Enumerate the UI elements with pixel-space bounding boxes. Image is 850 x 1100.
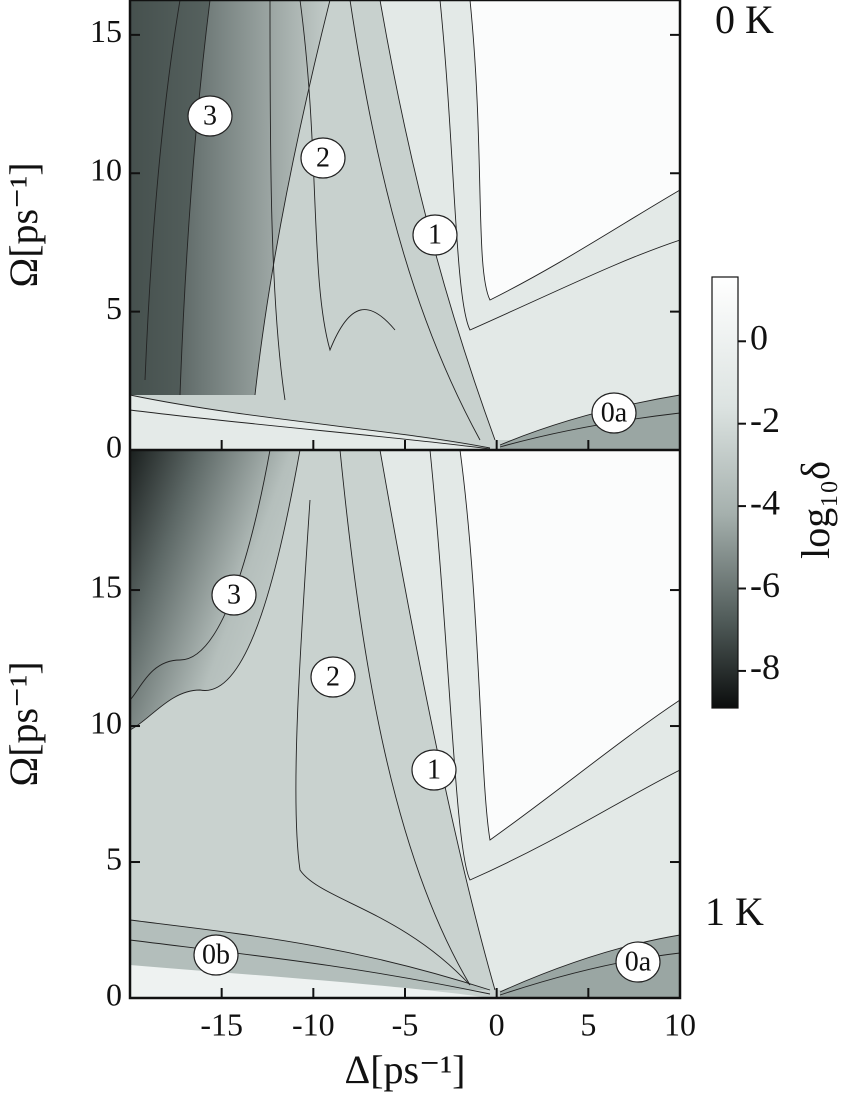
annotation: 1 bbox=[427, 754, 441, 785]
y-tick-label: 10 bbox=[90, 152, 122, 188]
colorbar-tick-label: 0 bbox=[750, 318, 768, 358]
y-tick-label: 0 bbox=[106, 428, 122, 464]
annotation: 1 bbox=[428, 219, 442, 250]
annotation: 0b bbox=[202, 939, 230, 970]
annotation: 3 bbox=[227, 579, 241, 610]
annotation: 2 bbox=[326, 661, 340, 692]
colorbar bbox=[711, 276, 739, 709]
y-tick-label: 15 bbox=[90, 13, 122, 49]
colorbar-label: log₁₀δ bbox=[793, 461, 838, 559]
y-axis-label: Ω[ps⁻¹] bbox=[1, 162, 46, 287]
annotations-bottom: 3 2 1 0b 0a bbox=[193, 574, 661, 983]
colorbar-tick-label: -8 bbox=[750, 647, 780, 687]
colorbar-tick-label: -2 bbox=[750, 400, 780, 440]
panel-label: 0 K bbox=[715, 0, 774, 42]
colorbar-tick-label: -4 bbox=[750, 482, 780, 522]
annotations-top: 3 2 1 0a bbox=[187, 95, 637, 434]
x-tick-label: 10 bbox=[664, 1006, 696, 1042]
y-axis-label: Ω[ps⁻¹] bbox=[1, 661, 46, 786]
annotation: 0a bbox=[601, 397, 628, 428]
contour-bottom bbox=[130, 450, 680, 998]
annotation: 3 bbox=[203, 100, 217, 131]
x-tick-label: -5 bbox=[392, 1006, 419, 1042]
annotation: 2 bbox=[316, 142, 330, 173]
contour-top bbox=[130, 0, 680, 450]
x-tick-label: -15 bbox=[200, 1006, 243, 1042]
annotation: 0a bbox=[625, 946, 652, 977]
y-tick-label: 0 bbox=[106, 976, 122, 1012]
x-tick-label: 5 bbox=[580, 1006, 596, 1042]
x-tick-label: -10 bbox=[292, 1006, 335, 1042]
y-tick-label: 5 bbox=[106, 840, 122, 876]
panel-label: 1 K bbox=[705, 889, 764, 934]
y-tick-label: 5 bbox=[106, 290, 122, 326]
y-tick-label: 15 bbox=[90, 568, 122, 604]
x-tick-label: 0 bbox=[489, 1006, 505, 1042]
x-axis-label: Δ[ps⁻¹] bbox=[344, 1047, 465, 1092]
colorbar-tick-label: -6 bbox=[750, 565, 780, 605]
y-tick-label: 10 bbox=[90, 704, 122, 740]
